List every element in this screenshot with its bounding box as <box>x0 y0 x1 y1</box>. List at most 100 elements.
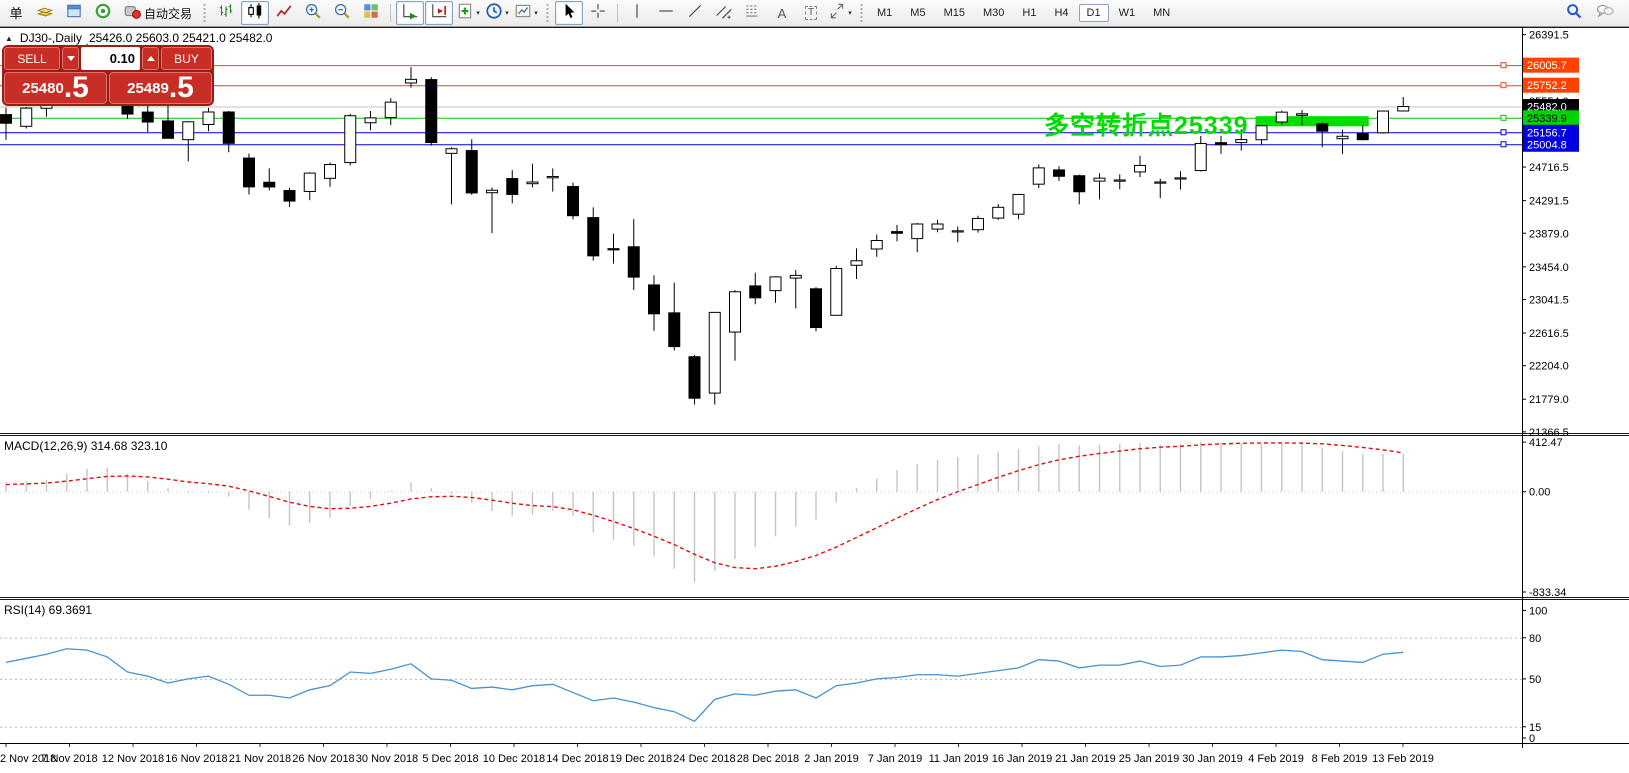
one-click-trading-panel: SELL BUY 25480.5 25489.5 <box>2 45 214 106</box>
horizontal-line-tool-button[interactable] <box>652 1 680 25</box>
svg-text:21366.5: 21366.5 <box>1529 427 1569 439</box>
svg-text:24291.5: 24291.5 <box>1529 196 1569 208</box>
svg-text:30 Nov 2018: 30 Nov 2018 <box>356 753 418 765</box>
chart-title: ▲ DJ30-,Daily 25426.0 25603.0 25421.0 25… <box>5 31 272 45</box>
price-badge-26005.7: 26005.7 <box>1523 57 1579 73</box>
candlestick-chart-icon <box>246 2 264 25</box>
quotes-icon <box>36 2 54 25</box>
svg-text:26391.5: 26391.5 <box>1529 30 1569 42</box>
arrows-tool-button[interactable]: ▾ <box>826 1 854 25</box>
timeframe-h1-button[interactable]: H1 <box>1022 7 1037 19</box>
price-axis[interactable]: 26391.525966.525554.025129.024716.524291… <box>1522 26 1569 748</box>
autotrading-label: 自动交易 <box>144 6 193 21</box>
sell-button[interactable]: SELL <box>4 47 60 70</box>
fibonacci-tool-button[interactable] <box>739 1 767 25</box>
sounds-button[interactable] <box>89 1 117 25</box>
new-order-label: 单 <box>9 5 23 21</box>
timeframe-m5-button[interactable]: M5 <box>910 7 926 19</box>
clock-icon <box>485 2 503 25</box>
svg-text:22204.0: 22204.0 <box>1529 361 1569 373</box>
cursor-button[interactable] <box>555 1 584 25</box>
volume-increase-button[interactable] <box>142 47 159 70</box>
trendline-tool-button[interactable] <box>681 1 709 25</box>
periods-button[interactable]: ▾ <box>483 1 511 25</box>
svg-text:21 Jan 2019: 21 Jan 2019 <box>1055 753 1116 765</box>
templates-button[interactable]: ▾ <box>512 1 540 25</box>
collapse-pane-icon[interactable]: ▲ <box>5 33 13 43</box>
arrows-dropdown-caret[interactable]: ▾ <box>848 10 852 17</box>
tile-windows-icon <box>362 2 380 25</box>
hline-handle[interactable] <box>1500 114 1507 121</box>
fibonacci-icon <box>744 2 762 25</box>
candlestick-chart-button[interactable] <box>241 1 270 25</box>
timeframe-m30-button[interactable]: M30 <box>982 7 1005 19</box>
chat-button[interactable] <box>1591 1 1619 25</box>
indicators-dropdown-caret[interactable]: ▾ <box>476 10 480 17</box>
zoom-out-button[interactable] <box>328 1 356 25</box>
new-order-button[interactable]: 单 <box>2 1 30 25</box>
chart-shift-button[interactable] <box>425 1 454 25</box>
indicators-icon <box>456 2 474 25</box>
market-watch-button[interactable] <box>60 1 88 25</box>
auto-scroll-button[interactable] <box>396 1 425 25</box>
autotrading-button[interactable]: 自动交易 <box>118 1 197 25</box>
text-tool-button[interactable]: A <box>768 1 796 25</box>
buy-price-button[interactable]: 25489.5 <box>109 72 212 104</box>
toolbar-grip[interactable] <box>202 3 208 23</box>
sell-price-integer: 25480 <box>22 79 64 97</box>
quotes-button[interactable] <box>31 1 59 25</box>
hline-handle[interactable] <box>1500 129 1507 136</box>
templates-icon <box>514 2 532 25</box>
bar-chart-button[interactable] <box>212 1 240 25</box>
svg-text:8 Feb 2019: 8 Feb 2019 <box>1312 753 1368 765</box>
svg-text:5 Dec 2018: 5 Dec 2018 <box>422 753 478 765</box>
svg-text:25156.7: 25156.7 <box>1527 127 1567 139</box>
line-chart-button[interactable] <box>270 1 298 25</box>
macd-signal-line <box>5 442 1404 570</box>
hline-handle[interactable] <box>1500 141 1507 148</box>
svg-text:11 Jan 2019: 11 Jan 2019 <box>929 753 989 765</box>
volume-decrease-button[interactable] <box>62 47 79 70</box>
hline-handle[interactable] <box>1500 82 1507 89</box>
green-rectangle-object[interactable] <box>1255 116 1369 127</box>
label-tool-button[interactable]: T <box>797 1 825 25</box>
toolbar-grip[interactable] <box>545 3 551 23</box>
channel-tool-button[interactable] <box>710 1 738 25</box>
rsi-indicator-label: RSI(14) 69.3691 <box>4 603 93 617</box>
svg-text:7 Jan 2019: 7 Jan 2019 <box>868 753 922 765</box>
timeframe-w1-button[interactable]: W1 <box>1118 7 1136 19</box>
sell-price-button[interactable]: 25480.5 <box>4 72 107 104</box>
svg-text:22616.5: 22616.5 <box>1529 328 1569 340</box>
vertical-line-tool-button[interactable] <box>623 1 651 25</box>
zoom-in-button[interactable] <box>299 1 327 25</box>
search-icon <box>1565 2 1583 25</box>
timeframe-m1-button[interactable]: M1 <box>877 7 893 19</box>
search-button[interactable] <box>1560 1 1588 25</box>
tile-windows-button[interactable] <box>357 1 385 25</box>
periods-dropdown-caret[interactable]: ▾ <box>505 10 509 17</box>
timeframe-mn-button[interactable]: MN <box>1153 7 1171 19</box>
templates-dropdown-caret[interactable]: ▾ <box>534 10 538 17</box>
buy-price-integer: 25489 <box>127 79 169 97</box>
macd-indicator-label: MACD(12,26,9) 314.68 323.10 <box>4 439 168 453</box>
timeframe-h4-button[interactable]: H4 <box>1054 7 1069 19</box>
svg-text:100: 100 <box>1529 605 1547 617</box>
vertical-line-icon <box>628 2 646 25</box>
svg-text:50: 50 <box>1529 674 1541 686</box>
hline-handle[interactable] <box>1500 62 1507 69</box>
volume-input[interactable] <box>81 47 140 70</box>
buy-button[interactable]: BUY <box>161 47 212 70</box>
candles[interactable] <box>0 43 1410 405</box>
rsi-line <box>5 648 1404 723</box>
timeframe-m15-button[interactable]: M15 <box>943 7 965 19</box>
timeframe-d1-button[interactable]: D1 <box>1078 4 1109 22</box>
toolbar-grip[interactable] <box>859 3 865 23</box>
indicators-button[interactable]: ▾ <box>454 1 482 25</box>
zoom-in-icon <box>304 2 322 25</box>
volume-increase-icon <box>146 56 155 61</box>
svg-text:23041.5: 23041.5 <box>1529 294 1569 306</box>
crosshair-button[interactable] <box>584 1 612 25</box>
